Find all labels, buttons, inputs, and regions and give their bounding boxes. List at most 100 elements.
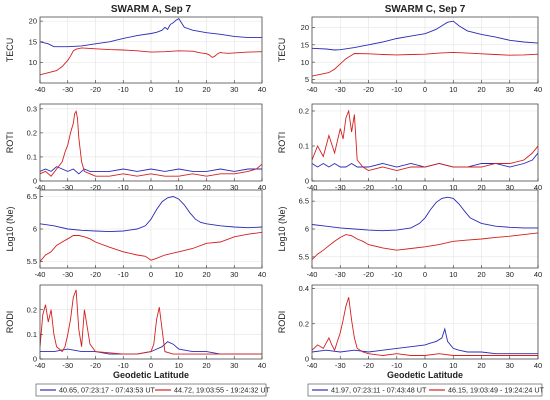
x-tick-label: 0 [423,183,427,192]
x-tick-label: -10 [391,361,402,370]
x-tick-label: 20 [477,183,485,192]
y-tick-label: 0.2 [27,305,37,314]
x-tick-label: 30 [506,270,514,279]
legend: 40.65, 07:23:17 - 07:43:53 UT 44.72, 19:0… [35,383,271,397]
y-tick-label: 6 [305,225,309,234]
x-tick-label: -10 [391,183,402,192]
panel-log10-ne-: 5.5 6 6.5 -40 -30 -20 -10 0 10 20 30 40 Log10 (Ne) [277,189,542,279]
panel-roti: 0 0.1 0.2 -40 -30 -20 -10 0 10 20 30 40 ROTI [277,103,542,192]
x-tick-label: -30 [62,85,73,94]
series-line-red [40,109,262,177]
y-tick-label: 0 [33,177,37,186]
y-axis-label: TECU [5,38,15,63]
series-line-red [40,289,262,355]
x-tick-label: 10 [449,85,457,94]
x-tick-label: 0 [423,361,427,370]
legend-label: 46.15, 19:03:49 - 19:24:24 UT [448,386,545,395]
y-tick-label: 0.1 [27,153,37,162]
x-tick-label: 20 [477,85,485,94]
x-tick-label: 10 [449,270,457,279]
x-tick-label: 10 [449,361,457,370]
x-tick-label: -30 [335,85,346,94]
x-tick-label: 10 [175,361,183,370]
x-tick-label: -20 [363,85,374,94]
y-axis-label: TECU [277,38,287,63]
x-tick-label: -40 [35,361,46,370]
x-tick-label: -40 [307,85,318,94]
y-tick-label: 20 [29,17,37,26]
x-tick-label: -20 [90,270,101,279]
y-tick-label: 0.2 [299,319,309,328]
x-tick-label: 40 [534,183,542,192]
panel-rodi: 0 0.1 0.2 -40 -30 -20 -10 0 10 20 30 40 RODI [5,284,266,370]
x-tick-label: -30 [335,270,346,279]
x-tick-label: -20 [363,270,374,279]
y-tick-label: 5.5 [299,252,309,261]
y-tick-label: 6.5 [27,192,37,201]
panel-log10-ne-: 5.5 6 6.5 -40 -30 -20 -10 0 10 20 30 40 Log10 (Ne) [5,189,266,279]
x-tick-label: -30 [62,361,73,370]
x-tick-label: 0 [149,270,153,279]
x-tick-label: 20 [202,270,210,279]
x-tick-label: 20 [477,270,485,279]
x-tick-label: -40 [35,85,46,94]
x-tick-label: 10 [175,85,183,94]
y-tick-label: 0.2 [27,128,37,137]
chart-title: SWARM A, Sep 7 [111,4,192,15]
y-tick-label: 10 [301,58,309,67]
x-tick-label: -40 [35,183,46,192]
series-line-red [312,51,538,77]
series-line-red [312,232,538,260]
x-tick-label: -30 [62,183,73,192]
x-tick-label: -10 [391,85,402,94]
x-tick-label: -40 [307,361,318,370]
x-tick-label: 20 [202,361,210,370]
chart-title: SWARM C, Sep 7 [385,4,466,15]
x-tick-label: 40 [258,85,266,94]
y-tick-label: 6 [33,225,37,234]
panel-rodi: 0 0.2 0.4 -40 -30 -20 -10 0 10 20 30 40 RODI [277,284,542,370]
x-tick-label: 40 [534,85,542,94]
y-tick-label: 15 [29,37,37,46]
y-axis-label: RODI [277,311,287,334]
series-line-red [312,297,538,356]
legend-label: 44.72, 19:03:55 - 19:24:32 UT [174,386,271,395]
x-tick-label: -20 [90,85,101,94]
x-tick-label: 30 [230,270,238,279]
x-tick-label: -20 [363,361,374,370]
y-tick-label: 0 [305,355,309,364]
x-tick-label: -40 [35,270,46,279]
x-tick-label: 10 [449,183,457,192]
series-line-blue [40,196,262,233]
x-tick-label: -30 [335,361,346,370]
x-tick-label: 0 [149,85,153,94]
chart-swarm-a: SWARM A, Sep 7 10 15 20 -40 -30 -20 -10 0 10 20 30 4… [5,4,271,397]
x-tick-label: 30 [506,361,514,370]
y-tick-label: 20 [301,23,309,32]
panel-tecu: 5 10 15 20 -40 -30 -20 -10 0 10 20 30 40 TECU [277,16,542,94]
x-tick-label: 40 [258,270,266,279]
y-tick-label: 0.4 [299,284,309,293]
legend-box [307,383,543,397]
y-tick-label: 5 [305,75,309,84]
y-tick-label: 0.3 [27,104,37,113]
x-tick-label: -10 [118,361,129,370]
y-tick-label: 0.1 [299,142,309,151]
x-axis-label: Geodetic Latitude [387,370,463,380]
series-line-blue [40,166,262,175]
x-tick-label: 40 [258,361,266,370]
y-tick-label: 5.5 [27,257,37,266]
series-line-red [312,109,538,171]
x-tick-label: 40 [534,270,542,279]
y-tick-label: 0.1 [27,330,37,339]
y-axis-label: Log10 (Ne) [277,206,287,251]
chart-swarm-c: SWARM C, Sep 7 5 10 15 20 -40 -30 -20 -10 0 10 20 30… [277,4,545,397]
series-line-red [40,231,262,262]
x-tick-label: 30 [230,183,238,192]
legend-box [35,383,267,397]
y-axis-label: ROTI [5,132,15,154]
series-line-blue [312,152,538,168]
x-tick-label: 0 [149,361,153,370]
x-tick-label: 40 [258,183,266,192]
